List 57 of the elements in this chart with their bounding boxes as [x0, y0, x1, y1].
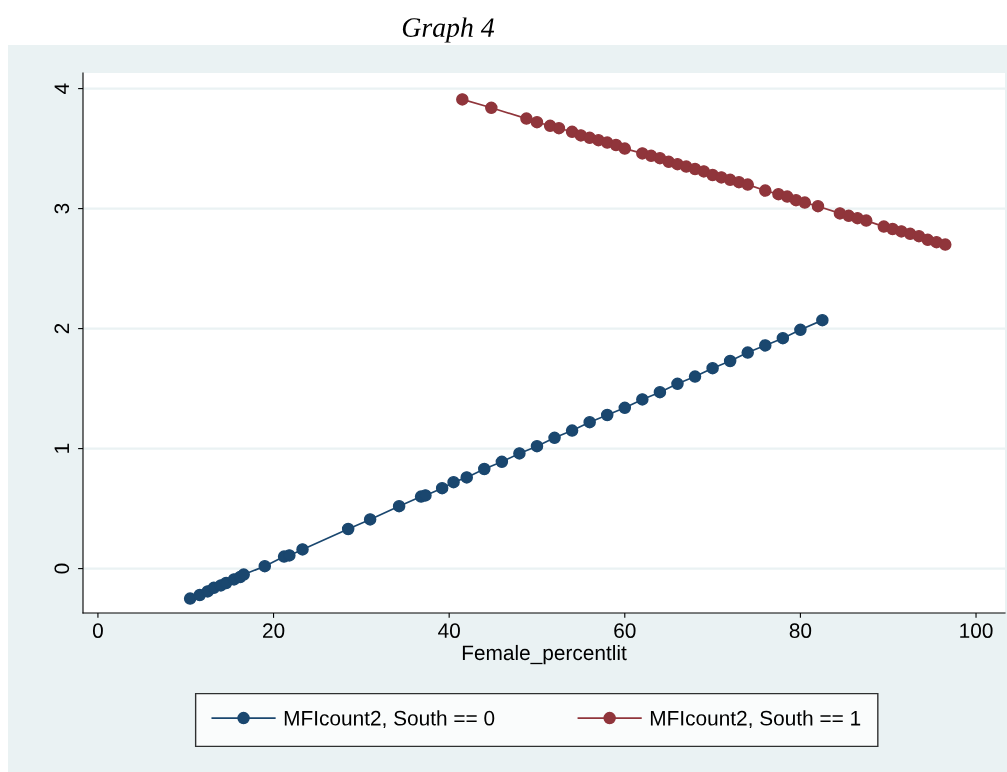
point [600, 408, 614, 422]
legend-label: MFIcount2, South == 0 [284, 710, 495, 729]
point [552, 121, 566, 135]
x-tick-label: 100 [960, 623, 993, 639]
point [341, 522, 355, 536]
point [811, 199, 825, 213]
point [636, 393, 649, 406]
point [618, 401, 632, 415]
x-tick-label: 80 [789, 623, 812, 639]
point [816, 313, 829, 327]
point [495, 455, 509, 469]
point [460, 471, 473, 484]
point [794, 323, 807, 337]
y-tick-label: 3 [54, 203, 70, 214]
point [296, 543, 309, 556]
point [759, 339, 772, 352]
x-tick-label: 0 [92, 623, 103, 639]
point [618, 142, 632, 155]
point [548, 431, 561, 445]
point [688, 370, 702, 383]
x-axis-title: Female_percentlit [462, 644, 627, 665]
y-tick-label: 2 [54, 323, 69, 334]
y-tick-label: 1 [54, 443, 69, 453]
point [478, 462, 491, 476]
y-tick-label: 4 [54, 83, 69, 94]
point [653, 385, 667, 399]
legend-label: MFIcount2, South == 1 [650, 710, 861, 729]
point [741, 346, 754, 359]
point [520, 112, 533, 125]
point [723, 354, 737, 368]
point [456, 93, 469, 106]
point [798, 196, 812, 209]
point [392, 499, 406, 513]
point [706, 361, 719, 375]
point [183, 592, 197, 605]
point [435, 481, 449, 495]
point [565, 424, 579, 437]
chart-title: Graph 4 [402, 17, 495, 43]
point [741, 178, 754, 191]
x-tick-label: 60 [614, 623, 636, 639]
point [258, 559, 272, 573]
point [939, 238, 952, 251]
x-tick-label: 40 [438, 623, 460, 639]
point [860, 214, 873, 227]
x-tick-label: 20 [263, 623, 285, 639]
point [447, 475, 460, 489]
point [530, 439, 544, 453]
point [776, 331, 790, 345]
point [485, 101, 498, 115]
point [363, 513, 377, 526]
point [237, 568, 250, 581]
point [530, 115, 544, 129]
point [671, 377, 684, 391]
point [513, 447, 526, 460]
point [759, 184, 772, 197]
y-tick-label: 0 [54, 563, 70, 574]
point [583, 415, 596, 429]
